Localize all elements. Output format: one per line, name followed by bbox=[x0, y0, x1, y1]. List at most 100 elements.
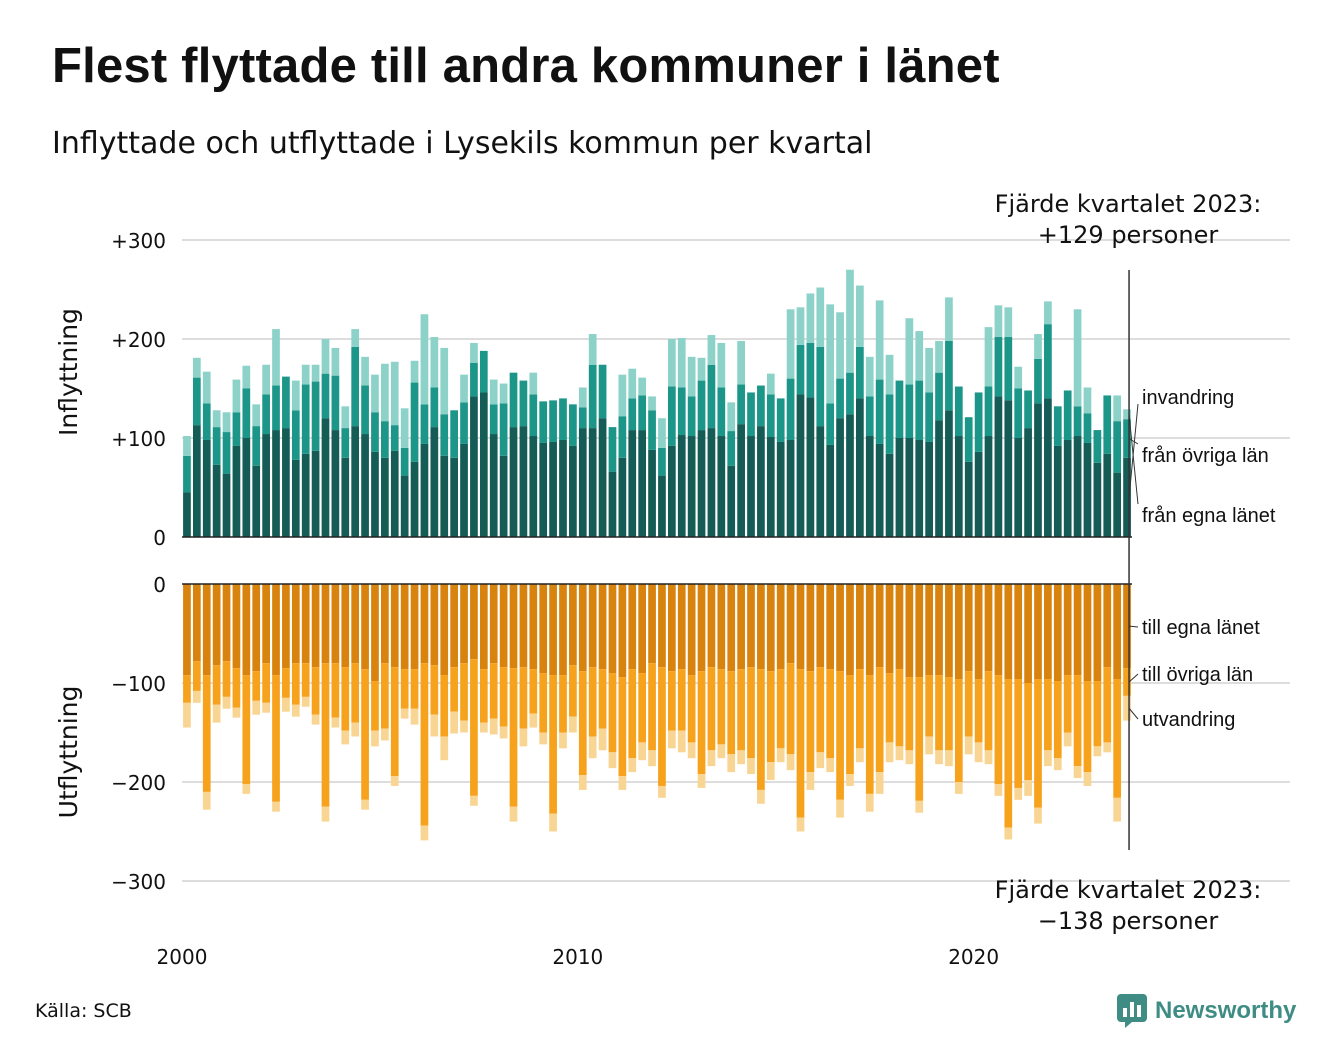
bar-in-2 bbox=[1123, 409, 1131, 420]
bar-in-0 bbox=[1004, 400, 1013, 537]
bar-out-2 bbox=[272, 801, 280, 812]
bar-in-1 bbox=[638, 395, 647, 431]
bar-out-1 bbox=[351, 663, 360, 723]
bar-in-2 bbox=[737, 340, 745, 385]
bar-in-0 bbox=[974, 451, 983, 537]
bar-out-0 bbox=[816, 584, 825, 668]
bar-in-1 bbox=[1044, 324, 1052, 399]
bar-in-0 bbox=[964, 461, 973, 537]
bar-out-0 bbox=[291, 584, 300, 664]
bar-out-0 bbox=[776, 584, 785, 670]
bar-out-0 bbox=[1103, 584, 1112, 668]
bar-out-2 bbox=[410, 708, 419, 725]
bar-out-0 bbox=[381, 584, 389, 664]
bar-in-2 bbox=[420, 314, 429, 405]
bar-out-2 bbox=[865, 793, 874, 812]
bar-out-0 bbox=[766, 584, 775, 672]
bar-out-1 bbox=[697, 671, 706, 775]
bar-in-2 bbox=[826, 304, 835, 404]
bar-in-0 bbox=[489, 434, 498, 537]
bar-out-2 bbox=[677, 730, 686, 753]
bar-in-0 bbox=[727, 465, 736, 537]
bar-in-0 bbox=[460, 443, 468, 537]
bar-in-1 bbox=[331, 375, 340, 431]
bar-out-0 bbox=[974, 584, 983, 680]
bar-out-2 bbox=[262, 702, 270, 713]
bar-in-0 bbox=[796, 394, 805, 537]
bar-out-2 bbox=[628, 758, 637, 773]
bar-in-1 bbox=[895, 380, 904, 438]
bar-in-2 bbox=[232, 379, 241, 413]
label-leader-in bbox=[1128, 414, 1139, 505]
bar-out-1 bbox=[984, 671, 993, 751]
bar-in-1 bbox=[737, 384, 745, 425]
bar-in-2 bbox=[796, 307, 805, 345]
bar-out-0 bbox=[440, 584, 449, 676]
bar-out-2 bbox=[856, 748, 864, 763]
bar-out-2 bbox=[1063, 732, 1072, 747]
bar-out-2 bbox=[311, 714, 320, 725]
bar-out-0 bbox=[192, 584, 201, 662]
bar-in-1 bbox=[1073, 406, 1082, 437]
annotation-bottom-line1: Fjärde kvartalet 2023: bbox=[995, 876, 1262, 904]
bar-out-0 bbox=[331, 584, 340, 664]
bar-out-1 bbox=[559, 675, 567, 733]
bar-in-1 bbox=[727, 431, 736, 466]
bar-in-1 bbox=[945, 340, 953, 411]
bar-out-2 bbox=[707, 750, 716, 767]
bar-out-2 bbox=[361, 799, 369, 810]
bar-out-1 bbox=[183, 675, 191, 703]
bar-in-2 bbox=[311, 364, 320, 382]
bar-in-0 bbox=[1044, 398, 1052, 537]
bar-in-0 bbox=[509, 427, 518, 537]
bar-in-1 bbox=[351, 346, 360, 427]
bar-in-1 bbox=[618, 416, 627, 458]
bar-out-1 bbox=[400, 669, 409, 709]
bar-in-0 bbox=[351, 426, 360, 537]
bar-out-0 bbox=[450, 584, 458, 668]
bar-in-1 bbox=[1004, 337, 1013, 401]
bar-out-0 bbox=[945, 584, 953, 678]
bar-out-1 bbox=[192, 661, 201, 691]
bar-out-1 bbox=[489, 663, 498, 719]
bar-out-0 bbox=[588, 584, 597, 668]
bar-in-2 bbox=[291, 380, 300, 411]
bar-out-0 bbox=[1113, 584, 1122, 680]
bar-in-1 bbox=[549, 400, 557, 442]
bar-out-1 bbox=[964, 671, 973, 737]
bar-out-1 bbox=[954, 679, 963, 782]
bar-out-0 bbox=[539, 584, 548, 674]
bar-in-2 bbox=[361, 356, 369, 386]
series-labels: invandring från övriga län från egna länet… bbox=[1128, 387, 1276, 731]
bar-out-0 bbox=[529, 584, 538, 670]
bar-in-2 bbox=[183, 436, 191, 456]
bar-in-1 bbox=[925, 392, 933, 442]
bar-out-1 bbox=[836, 671, 844, 800]
bar-out-0 bbox=[410, 584, 419, 670]
bar-out-2 bbox=[321, 806, 330, 822]
bar-out-2 bbox=[885, 742, 894, 763]
bar-in-1 bbox=[757, 385, 765, 427]
bar-in-0 bbox=[737, 424, 745, 537]
bar-out-2 bbox=[460, 720, 468, 733]
bar-out-1 bbox=[786, 663, 795, 755]
bar-in-0 bbox=[687, 436, 696, 537]
y-tick-label-bottom: 0 bbox=[153, 573, 166, 597]
bar-in-0 bbox=[598, 418, 607, 537]
bar-out-0 bbox=[757, 584, 765, 670]
bar-in-0 bbox=[1073, 436, 1082, 537]
bar-out-0 bbox=[856, 584, 864, 670]
bar-out-1 bbox=[549, 675, 557, 814]
bar-in-2 bbox=[816, 287, 825, 347]
bar-in-0 bbox=[410, 461, 419, 537]
bar-out-2 bbox=[994, 783, 1003, 796]
bar-out-0 bbox=[717, 584, 726, 670]
bar-in-1 bbox=[499, 403, 508, 456]
bar-out-1 bbox=[1063, 675, 1072, 733]
bar-in-2 bbox=[272, 329, 280, 386]
bar-in-2 bbox=[499, 383, 508, 404]
bar-in-0 bbox=[252, 465, 261, 537]
bar-out-1 bbox=[875, 667, 884, 773]
bar-out-0 bbox=[489, 584, 498, 664]
bar-out-1 bbox=[826, 669, 835, 759]
